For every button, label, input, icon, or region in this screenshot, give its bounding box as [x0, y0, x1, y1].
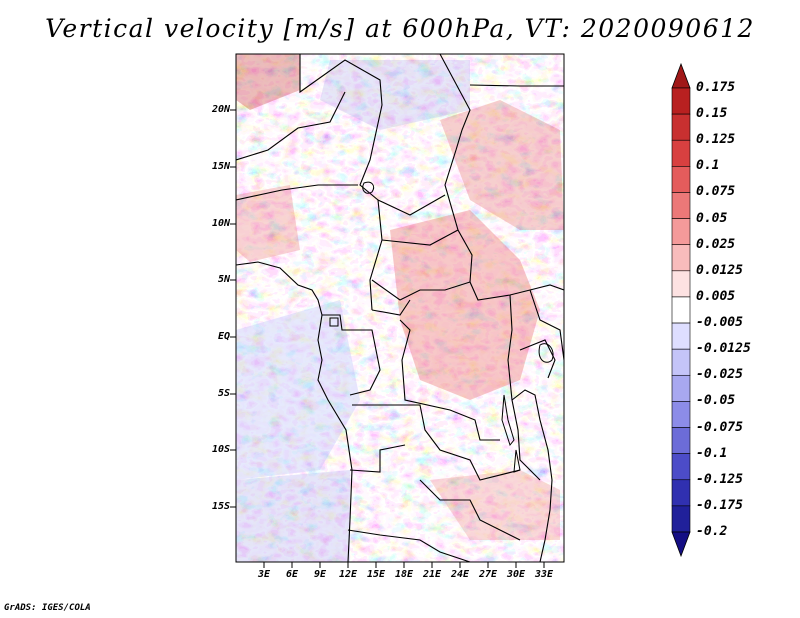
lon-ticks	[263, 562, 545, 568]
colorbar-swatch	[671, 322, 691, 350]
lat-label-eq: EQ	[217, 331, 230, 342]
colorbar	[671, 62, 691, 558]
colorbar-swatch	[671, 244, 691, 272]
colorbar-label: -0.125	[696, 471, 743, 487]
colorbar-swatch	[671, 505, 691, 533]
colorbar-swatch	[671, 192, 691, 219]
lon-label-27e: 27E	[478, 569, 498, 580]
colorbar-label: -0.005	[696, 315, 743, 331]
lon-label-30e: 30E	[506, 569, 526, 580]
lon-label-21e: 21E	[422, 569, 442, 580]
colorbar-swatch	[671, 453, 691, 481]
lon-label-33e: 33E	[534, 569, 554, 580]
velocity-field	[236, 54, 564, 562]
credit-text: GrADS: IGES/COLA	[4, 603, 91, 613]
lon-label-24e: 24E	[450, 569, 470, 580]
country-borders	[236, 54, 564, 562]
colorbar-label: 0.15	[696, 106, 728, 122]
colorbar-label: 0.075	[696, 184, 736, 200]
colorbar-label: 0.05	[696, 210, 728, 226]
lat-label-15n: 15N	[211, 161, 230, 172]
lon-label-9e: 9E	[313, 569, 327, 580]
lon-label-6e: 6E	[285, 569, 299, 580]
colorbar-swatch	[671, 348, 691, 376]
colorbar-label: -0.1	[696, 445, 728, 461]
colorbar-swatch	[671, 374, 691, 402]
colorbar-swatch	[671, 166, 691, 193]
colorbar-swatch	[671, 296, 691, 324]
lat-label-5n: 5N	[217, 274, 230, 285]
lon-label-12e: 12E	[338, 569, 358, 580]
lat-label-5s: 5S	[217, 388, 230, 399]
lat-label-15s: 15S	[211, 501, 230, 512]
colorbar-top-triangle	[671, 62, 691, 89]
colorbar-label: 0.005	[696, 288, 736, 304]
map-title: Vertical velocity [m/s] at 600hPa, VT: 2…	[45, 14, 755, 43]
colorbar-swatch	[671, 113, 691, 141]
colorbar-label: 0.125	[696, 132, 736, 148]
colorbar-label: -0.2	[696, 524, 728, 539]
colorbar-label: 0.025	[696, 236, 736, 252]
colorbar-label: -0.175	[696, 497, 743, 513]
colorbar-swatch	[671, 218, 691, 246]
lon-label-3e: 3E	[257, 569, 271, 580]
colorbar-label: 0.0125	[696, 262, 743, 278]
colorbar-label: -0.025	[696, 367, 743, 383]
lat-label-10s: 10S	[211, 444, 230, 455]
colorbar-label: -0.075	[696, 419, 743, 435]
colorbar-label: -0.05	[696, 393, 736, 409]
lon-label-18e: 18E	[394, 569, 414, 580]
lat-label-10n: 10N	[211, 218, 230, 229]
colorbar-swatch	[671, 87, 691, 115]
lat-ticks	[230, 109, 236, 508]
colorbar-label: 0.175	[696, 80, 736, 95]
colorbar-swatch	[671, 427, 691, 454]
colorbar-bottom-triangle	[671, 531, 691, 558]
map-frame	[235, 53, 565, 563]
lakes	[329, 181, 554, 473]
lon-label-15e: 15E	[366, 569, 386, 580]
lat-label-20n: 20N	[211, 104, 230, 115]
colorbar-swatch	[671, 139, 691, 167]
colorbar-swatch	[671, 270, 691, 298]
colorbar-swatch	[671, 401, 691, 428]
colorbar-label: -0.0125	[696, 341, 751, 357]
colorbar-label: 0.1	[696, 158, 720, 174]
colorbar-swatch	[671, 479, 691, 507]
